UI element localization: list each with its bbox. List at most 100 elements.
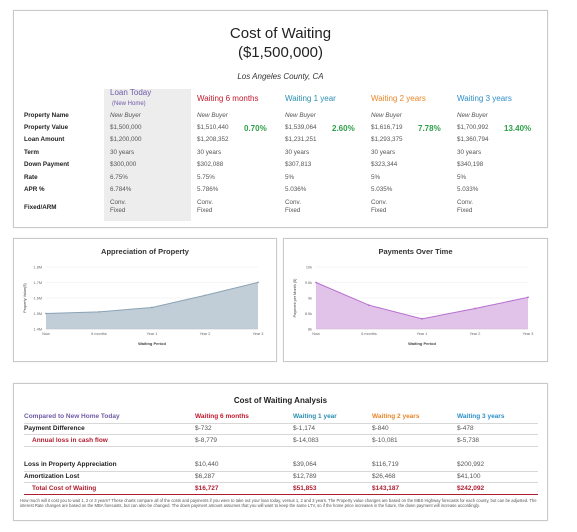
y-axis-label: Property Value($) <box>23 283 27 313</box>
cell-loan-amount: $1,231,251 <box>285 136 317 143</box>
cell-term: 30 years <box>457 149 482 156</box>
value-increase-percent: 2.60% <box>332 124 355 133</box>
divider <box>24 423 538 424</box>
y-tick-label: 8.5k <box>305 312 312 316</box>
column-header-1-year: Waiting 1 year <box>285 94 336 103</box>
row-label-apr: APR % <box>24 186 45 193</box>
y-tick-label: 1.6M <box>34 297 42 301</box>
row-payment-difference: Payment Difference <box>24 425 85 432</box>
row-total-cost-of-waiting: Total Cost of Waiting <box>32 485 97 492</box>
y-tick-label: 1.8M <box>34 266 42 270</box>
x-tick-label: Year 2 <box>470 332 481 336</box>
divider <box>24 494 538 495</box>
cell-term: 30 years <box>197 149 222 156</box>
cell-apr: 5.786% <box>197 186 219 193</box>
footnote: How much will it cost you to wait 1, 2 o… <box>20 498 537 509</box>
x-tick-label: Now <box>312 332 320 336</box>
data-point <box>45 312 47 315</box>
cell-property-value: $1,500,000 <box>110 124 142 131</box>
total-cell: $143,187 <box>372 485 400 492</box>
analysis-cell: $26,468 <box>372 473 396 480</box>
cell-property-value: $1,539,064 <box>285 124 317 131</box>
y-tick-label: 9k <box>308 297 312 301</box>
row-label-loan-amount: Loan Amount <box>24 136 65 143</box>
divider <box>24 434 538 435</box>
cell-property-value: $1,700,992 <box>457 124 489 131</box>
cell-rate-type: Fixed <box>285 207 301 214</box>
cell-property-name: New Buyer <box>197 112 228 119</box>
analysis-cell: $-10,081 <box>372 437 398 444</box>
cell-down-payment: $323,344 <box>371 161 398 168</box>
x-axis-label: Waiting Period <box>138 341 166 346</box>
area-fill <box>316 282 528 329</box>
data-point <box>204 294 206 297</box>
data-point <box>527 296 529 299</box>
row-label-rate: Rate <box>24 174 38 181</box>
cell-loan-type: Conv. <box>371 199 387 206</box>
cell-apr: 5.033% <box>457 186 479 193</box>
x-tick-label: Year 3 <box>253 332 264 336</box>
cell-rate-type: Fixed <box>197 207 213 214</box>
cell-rate-type: Fixed <box>110 207 126 214</box>
cell-property-value: $1,510,440 <box>197 124 229 131</box>
chart-title: Payments Over Time <box>378 247 453 256</box>
x-tick-label: Year 1 <box>417 332 428 336</box>
y-axis-label: Payment per Month ($) <box>293 278 297 318</box>
appreciation-chart-card: Appreciation of Property 1.4M 1.5M 1.6M 1.7… <box>13 238 277 362</box>
row-label-fixed-arm: Fixed/ARM <box>24 204 57 211</box>
x-axis-label: Waiting Period <box>408 341 436 346</box>
cell-property-name: New Buyer <box>457 112 488 119</box>
analysis-cell: $-5,738 <box>457 437 480 444</box>
cell-apr: 6.784% <box>110 186 132 193</box>
row-amortization-lost: Amortization Lost <box>24 473 80 480</box>
analysis-header-2-years: Waiting 2 years <box>372 413 420 420</box>
y-tick-label: 1.4M <box>34 328 42 332</box>
loan-comparison-card: Cost of Waiting ($1,500,000) Los Angeles… <box>13 10 548 228</box>
appreciation-chart: 1.4M 1.5M 1.6M 1.7M 1.8M Now 6 months Year 1 Yea… <box>23 266 264 347</box>
price-subtitle: ($1,500,000) <box>237 44 324 61</box>
x-tick-label: Year 3 <box>523 332 534 336</box>
cell-loan-amount: $1,208,352 <box>197 136 229 143</box>
analysis-header-6-months: Waiting 6 months <box>195 413 249 420</box>
x-tick-label: 6 months <box>361 332 377 336</box>
x-tick-label: Year 1 <box>147 332 158 336</box>
compare-label: Compared to New Home Today <box>24 413 120 420</box>
cell-term: 30 years <box>371 149 396 156</box>
cell-rate: 5% <box>285 174 295 181</box>
y-tick-label: 9.5k <box>305 281 312 285</box>
data-point <box>257 281 259 284</box>
y-tick-label: 1.5M <box>34 312 42 316</box>
data-point <box>151 306 153 309</box>
analysis-header-1-year: Waiting 1 year <box>293 413 337 420</box>
analysis-cell: $6,287 <box>195 473 215 480</box>
cell-rate: 6.75% <box>110 174 128 181</box>
divider <box>24 482 538 483</box>
row-label-down-payment: Down Payment <box>24 161 70 168</box>
x-tick-label: Now <box>42 332 50 336</box>
total-cell: $51,853 <box>293 485 317 492</box>
y-tick-label: 8k <box>308 328 312 332</box>
analysis-cell: $12,789 <box>293 473 317 480</box>
cell-loan-type: Conv. <box>285 199 301 206</box>
analysis-cell: $116,719 <box>372 461 399 468</box>
total-cell: $242,092 <box>457 485 485 492</box>
cell-apr: 5.036% <box>285 186 307 193</box>
cell-loan-type: Conv. <box>457 199 473 206</box>
data-point <box>98 310 100 313</box>
value-increase-percent: 0.70% <box>244 124 267 133</box>
cell-rate-type: Fixed <box>371 207 387 214</box>
analysis-cell: $200,992 <box>457 461 485 468</box>
cell-rate: 5% <box>457 174 467 181</box>
column-subheader-new-home: (New Home) <box>112 101 146 107</box>
cell-loan-type: Conv. <box>110 199 126 206</box>
cell-down-payment: $307,813 <box>285 161 312 168</box>
row-label-term: Term <box>24 149 39 156</box>
area-fill <box>46 282 258 329</box>
analysis-cell: $-840 <box>372 425 389 432</box>
value-increase-percent: 7.78% <box>418 124 441 133</box>
analysis-cell: $-8,779 <box>195 437 218 444</box>
loan-today-column-shade <box>104 89 191 221</box>
total-cell: $16,727 <box>195 485 219 492</box>
row-label-property-value: Property Value <box>24 124 69 131</box>
analysis-cell: $-1,174 <box>293 425 316 432</box>
